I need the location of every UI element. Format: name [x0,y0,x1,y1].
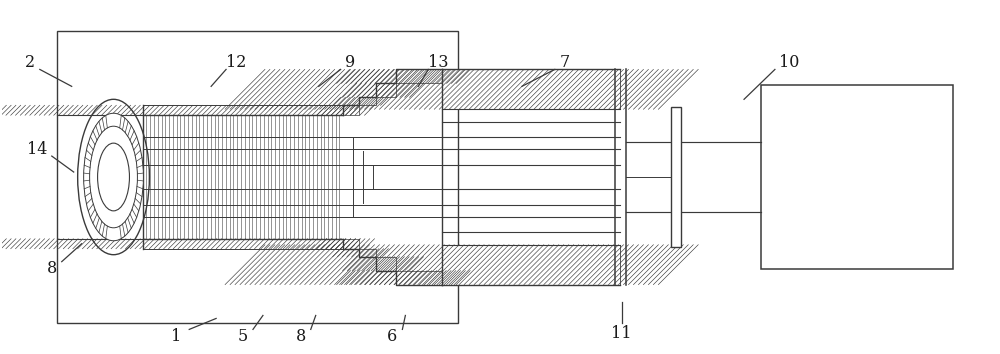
Text: 14: 14 [27,141,47,158]
Bar [343,239,359,249]
Text: 10: 10 [779,54,799,71]
Bar [359,249,376,257]
Bar [396,270,442,285]
Text: 5: 5 [238,328,248,345]
Bar [671,107,681,247]
Text: 2: 2 [25,54,35,71]
Bar [343,239,359,249]
Text: 12: 12 [226,54,246,71]
Bar [57,30,458,324]
Bar [376,257,396,270]
Text: 9: 9 [345,54,356,71]
Bar [442,245,620,285]
Bar [143,105,343,115]
Ellipse shape [84,113,143,241]
Bar [396,69,442,84]
Bar [396,270,442,285]
Bar [143,239,343,249]
Text: 1: 1 [171,328,181,345]
Bar [396,69,442,84]
Text: 8: 8 [47,260,57,277]
Ellipse shape [98,143,129,211]
Text: 7: 7 [560,54,570,71]
Bar [359,97,376,105]
Bar [761,85,953,269]
Text: 8: 8 [296,328,306,345]
Ellipse shape [78,99,149,255]
Text: 11: 11 [611,325,632,342]
Bar [359,249,376,257]
Bar [343,105,359,115]
Bar [376,257,396,270]
Ellipse shape [90,126,137,228]
Bar [343,105,359,115]
Bar [442,69,620,109]
Bar [376,84,396,97]
Text: 6: 6 [387,328,398,345]
Bar [359,97,376,105]
Bar [143,115,343,239]
Text: 13: 13 [428,54,448,71]
Bar [376,84,396,97]
